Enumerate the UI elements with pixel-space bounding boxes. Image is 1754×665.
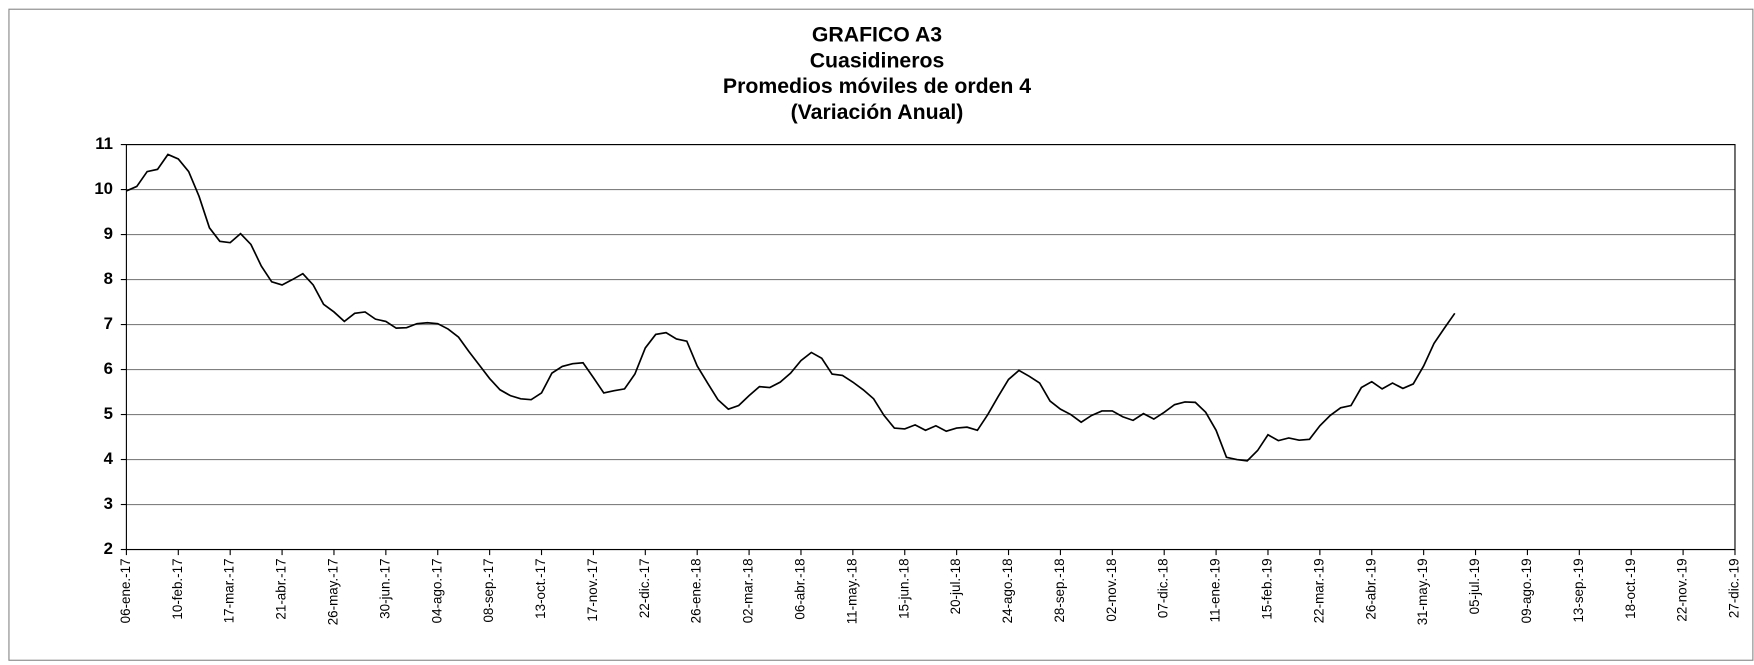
x-tick-label: 06-ene.-17 [118,558,133,623]
x-tick-label: 27-dic.-19 [1727,558,1742,618]
x-tick-label: 05-jul.-19 [1467,558,1482,614]
x-tick-label: 22-dic.-17 [637,558,652,618]
plot-border [125,144,1736,551]
y-tick-label: 4 [104,449,114,468]
y-tick-label: 6 [104,359,113,378]
x-tick-label: 10-feb.-17 [170,558,185,619]
x-tick-label: 13-sep.-19 [1571,558,1586,622]
x-tick-label: 11-may.-18 [844,558,859,624]
y-tick-label: 7 [104,314,113,333]
x-tick-label: 15-jun.-18 [896,558,911,618]
x-tick-label: 21-abr.-17 [274,558,289,619]
x-tick-label: 02-nov.-18 [1104,558,1119,621]
chart-frame [8,8,1754,661]
x-tick-label: 20-jul.-18 [948,558,963,614]
x-tick-label: 13-oct.-17 [533,558,548,618]
x-tick-label: 26-ene.-18 [689,558,704,623]
x-tick-label: 04-ago.-17 [429,558,444,623]
chart-subtitle: Promedios móviles de orden 4 [723,74,1031,98]
y-tick-label: 11 [95,134,113,153]
x-tick-label: 09-ago.-19 [1519,558,1534,623]
x-tick-label: 24-ago.-18 [1000,558,1015,623]
x-tick-label: 17-mar.-17 [222,558,237,623]
x-tick-label: 22-nov.-19 [1675,558,1690,621]
y-tick-label: 8 [104,269,113,288]
y-tick-label: 9 [104,224,113,243]
x-tick-label: 18-oct.-19 [1623,558,1638,618]
x-tick-label: 26-may.-17 [326,558,341,625]
x-tick-label: 11-ene.-19 [1208,558,1223,622]
chart-subtitle: Cuasidineros [810,48,945,72]
x-tick-label: 17-nov.-17 [585,558,600,621]
x-tick-label: 31-may.-19 [1415,558,1430,625]
x-tick-label: 02-mar.-18 [741,558,756,623]
chart-title: GRAFICO A3 [812,23,942,47]
data-line [126,153,1456,462]
x-tick-label: 08-sep.-17 [481,558,496,622]
y-tick-label: 3 [104,494,113,513]
x-tick-label: 26-abr.-19 [1363,558,1378,619]
x-tick-label: 06-abr.-18 [793,558,808,619]
y-tick-label: 5 [104,404,113,423]
x-tick-label: 15-feb.-19 [1260,558,1275,619]
x-tick-label: 07-dic.-18 [1156,558,1171,618]
x-tick-label: 22-mar.-19 [1311,558,1326,623]
y-tick-label: 2 [104,539,113,558]
x-tick-label: 28-sep.-18 [1052,558,1067,622]
y-tick-label: 10 [94,179,113,198]
chart-subtitle: (Variación Anual) [791,100,964,124]
x-tick-label: 30-jun.-17 [377,558,392,618]
